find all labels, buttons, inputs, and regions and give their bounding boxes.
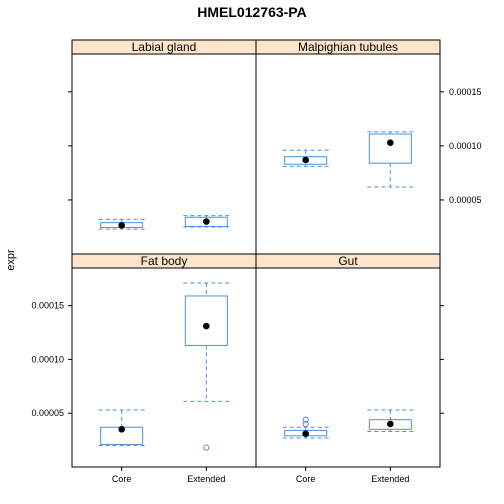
median-dot [302,156,309,164]
box-extended [367,409,414,433]
box-body [184,216,228,227]
panel-labial-gland: Labial gland [68,39,257,255]
y-tick-label: 0.00005 [449,195,482,205]
panel-frame [71,53,257,255]
x-tick-label: Core [112,474,132,484]
y-tick-label: 0.00005 [31,408,64,418]
panels-layer: Labial gland Malpighian tubules 0.00005 0.0… [31,39,482,484]
median-dot [203,218,210,225]
box-core [98,409,145,446]
panel-strip-label: Gut [338,254,358,268]
panel-frame [255,53,441,255]
median-dot [387,420,394,428]
x-tick-label: Core [296,474,316,484]
box-core [98,218,145,230]
panel-frame [71,267,257,468]
median-dot [387,139,394,146]
box-extended [183,282,230,451]
x-tick-label: Extended [187,474,225,484]
y-tick-label: 0.00010 [31,354,64,364]
panel-strip-label: Malpighian tubules [298,40,398,54]
panel-strip-label: Fat body [141,254,188,268]
chart-title: HMEL012763-PA [197,4,306,20]
x-tick-label: Extended [371,474,409,484]
box-body [368,419,412,430]
y-tick-label: 0.00010 [449,141,482,151]
box-core [282,149,329,167]
y-tick-label: 0.00015 [449,87,482,97]
panel-malpighian-tubules: Malpighian tubules 0.00005 0.00010 0.00015 [255,39,482,255]
box-body [184,295,228,346]
outlier-point [302,420,309,428]
panel-strip-label: Labial gland [132,40,197,54]
panel-fat-body: Fat body Core Extended 0.00005 0.00010 0.0001… [31,253,257,484]
median-dot [203,322,210,330]
panel-gut: Gut Core Extended [255,253,444,484]
y-tick-label: 0.00015 [31,301,64,311]
box-extended [367,131,414,188]
median-dot [118,222,125,229]
outlier-point [302,416,309,423]
median-dot [118,426,125,433]
box-core [282,416,329,439]
y-axis-label: expr [5,249,17,271]
box-body [368,133,412,164]
box-extended [183,215,230,228]
outlier-point [203,444,210,451]
panel-frame [255,267,441,468]
median-dot [302,430,309,437]
